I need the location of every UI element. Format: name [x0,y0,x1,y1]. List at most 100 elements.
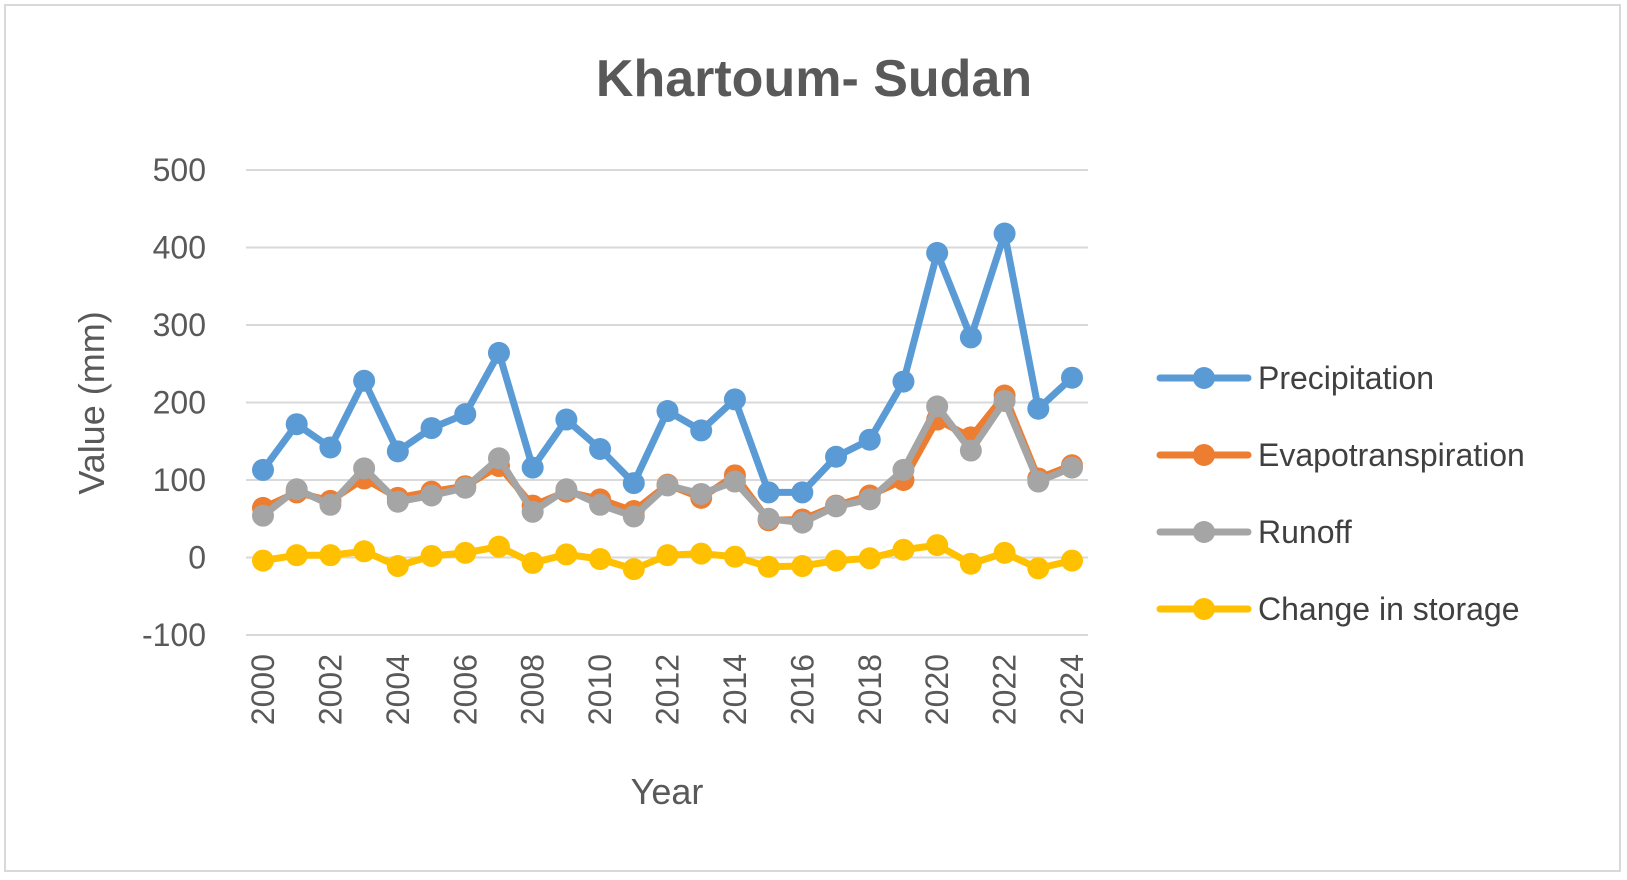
data-point [892,458,915,481]
data-point [825,495,848,518]
data-point [858,488,881,511]
data-point [555,408,578,431]
data-point [690,419,713,442]
data-point [757,555,780,578]
data-point [487,535,510,558]
data-point [555,543,578,566]
data-point [386,555,409,578]
data-point [656,474,679,497]
data-point [1061,366,1083,389]
x-tick-label: 2012 [650,654,686,725]
legend-item: Evapotranspiration [1156,437,1525,473]
legend-item: Change in storage [1156,591,1520,627]
legend-label: Precipitation [1258,360,1434,396]
data-point [353,457,376,480]
data-point [521,456,544,479]
x-tick-label: 2024 [1054,654,1090,725]
data-point [757,481,780,504]
legend-swatch-marker [1193,367,1215,389]
data-point [285,478,308,501]
data-point [690,542,713,565]
legend-label: Change in storage [1258,591,1520,627]
data-point [892,370,915,393]
x-tick-label: 2008 [515,654,551,725]
data-point [690,482,713,505]
data-point [589,438,612,460]
data-point [656,400,679,423]
data-point [487,447,510,470]
legend-item: Runoff [1156,514,1352,550]
x-tick-label: 2002 [312,654,348,725]
x-tick-label: 2016 [784,654,820,725]
data-point [825,549,848,572]
data-point [420,544,443,567]
data-point [353,540,376,563]
data-point [589,493,612,516]
x-tick-label: 2004 [380,654,416,725]
y-tick-label: 0 [188,540,206,576]
data-point [926,241,949,264]
series-precipitation [252,222,1083,504]
data-point [791,481,814,504]
data-point [1027,470,1050,493]
series-runoff [252,389,1083,534]
y-tick-label: 200 [153,385,206,421]
data-point [487,341,510,364]
y-tick-label: -100 [142,617,206,653]
data-point [319,544,342,567]
data-point [993,389,1016,412]
data-point [959,552,982,575]
data-point [555,478,578,501]
data-point [319,436,342,459]
legend: Precipitation Evapotranspiration Runoff Cha… [1156,360,1525,627]
data-point [285,413,308,436]
y-tick-label: 300 [153,307,206,343]
x-tick-label: 2010 [582,654,618,725]
data-point [454,403,477,426]
data-point [622,472,645,495]
data-point [1027,397,1050,420]
data-point [791,555,814,578]
data-point [858,547,881,570]
data-point [959,326,982,349]
data-point [622,558,645,581]
data-point [589,548,612,571]
data-point [757,507,780,530]
data-point [521,551,544,574]
legend-label: Runoff [1258,514,1352,550]
data-point [723,545,746,568]
data-point [656,544,679,567]
y-tick-label: 500 [153,152,206,188]
x-tick-label: 2014 [717,654,753,725]
data-point [858,428,881,451]
x-tick-label: 2022 [987,654,1023,725]
data-point [993,541,1016,564]
y-tick-label: 400 [153,230,206,266]
data-point [926,534,949,557]
data-point [723,470,746,493]
data-point [959,439,982,462]
series-lines [252,222,1083,581]
data-point [420,484,443,507]
x-tick-label: 2006 [447,654,483,725]
data-point [252,458,274,481]
data-point [1027,557,1050,580]
legend-item: Precipitation [1156,360,1434,396]
data-point [252,549,274,572]
data-point [825,445,848,468]
chart-frame [4,4,1621,872]
legend-swatch-marker [1193,598,1215,620]
series-line [259,230,1076,496]
data-point [926,395,949,418]
y-tick-label: 100 [153,462,206,498]
data-point [454,476,477,499]
data-point [892,538,915,561]
x-tick-labels: 2000 2002 2004 2006 2008 2010 2012 2014 2016 2018… [245,654,1090,725]
data-point [319,493,342,516]
data-point [420,417,443,440]
legend-swatch-marker [1193,521,1215,543]
data-point [252,504,274,527]
data-point [622,505,645,528]
legend-label: Evapotranspiration [1258,437,1525,473]
data-point [1061,549,1083,572]
